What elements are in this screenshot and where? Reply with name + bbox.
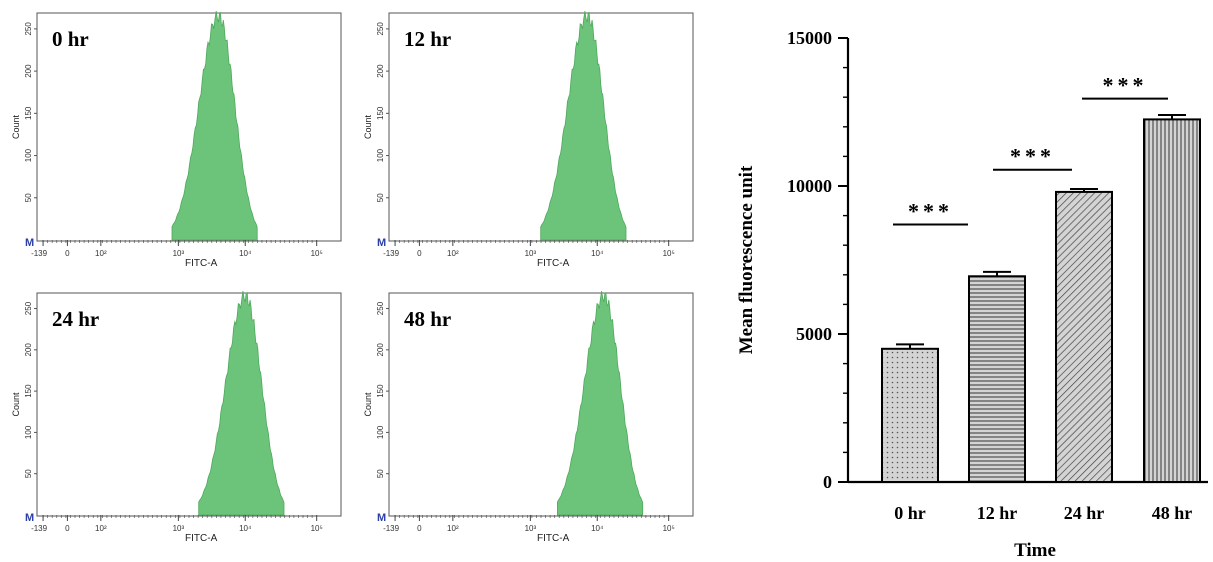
x-tick-label: 0 bbox=[65, 524, 70, 533]
bar-48-hr bbox=[1143, 118, 1201, 484]
x-tick-label: 10⁵ bbox=[663, 249, 675, 258]
y-tick-label: 100 bbox=[24, 425, 33, 439]
x-tick-label: 0 bbox=[417, 249, 422, 258]
histogram-h48: 48 hr Count 50 100 150 200 250 -139 0 10² 10³ 10⁴ 10… bbox=[363, 291, 694, 544]
y-tick-label: 200 bbox=[24, 343, 33, 357]
histogram-frame bbox=[388, 12, 694, 242]
x-tick-label: 48 hr bbox=[1152, 503, 1193, 523]
x-tick-label: 24 hr bbox=[1064, 503, 1105, 523]
y-tick-label: 200 bbox=[376, 343, 385, 357]
panel-label: 12 hr bbox=[404, 27, 451, 51]
bar-12-hr bbox=[968, 275, 1026, 483]
panel-label: 0 hr bbox=[52, 27, 89, 51]
y-tick-label: 50 bbox=[24, 469, 33, 478]
x-tick-label: 10² bbox=[447, 524, 459, 533]
x-axis-label: FITC-A bbox=[185, 533, 218, 544]
y-tick-label: 250 bbox=[376, 22, 385, 36]
y-axis-title: Mean fluorescence unit bbox=[736, 165, 757, 354]
significance-label: *** bbox=[1103, 73, 1148, 98]
histogram-frame bbox=[388, 292, 694, 517]
significance-label: *** bbox=[1010, 144, 1055, 169]
significance-label: *** bbox=[908, 198, 953, 223]
x-axis-label: FITC-A bbox=[537, 533, 570, 544]
y-tick-label: 100 bbox=[24, 148, 33, 162]
y-tick-label: 50 bbox=[24, 193, 33, 202]
x-tick-label: 0 hr bbox=[894, 503, 926, 523]
y-tick-label: 150 bbox=[24, 106, 33, 120]
y-axis-label: Count bbox=[363, 115, 373, 140]
x-axis-label: FITC-A bbox=[537, 258, 570, 269]
histogram-distribution bbox=[171, 10, 258, 241]
x-tick-label: 0 bbox=[65, 249, 70, 258]
histogram-distribution bbox=[540, 10, 627, 241]
y-tick-label: 150 bbox=[376, 106, 385, 120]
y-tick-label: 250 bbox=[376, 301, 385, 315]
x-tick-label: 10⁴ bbox=[591, 249, 604, 258]
y-tick-label: 200 bbox=[24, 64, 33, 78]
marker-label: M bbox=[377, 237, 386, 249]
x-tick-label: -139 bbox=[383, 524, 400, 533]
y-axis-label: Count bbox=[11, 115, 21, 140]
x-tick-label: 10⁴ bbox=[239, 249, 252, 258]
histogram-h0: 0 hr Count 50 100 150 200 250 -139 0 10² 10³ 10⁴ 10⁵… bbox=[11, 10, 342, 269]
panel-label: 24 hr bbox=[52, 307, 99, 331]
y-axis-label: Count bbox=[363, 392, 373, 417]
y-tick-label: 250 bbox=[24, 301, 33, 315]
x-tick-label: 10³ bbox=[525, 524, 537, 533]
y-tick-label: 50 bbox=[376, 193, 385, 202]
x-tick-label: -139 bbox=[31, 249, 48, 258]
y-tick-label: 100 bbox=[376, 425, 385, 439]
marker-label: M bbox=[25, 237, 34, 249]
histogram-distribution bbox=[557, 291, 644, 516]
y-tick-label: 200 bbox=[376, 64, 385, 78]
y-tick-label: 250 bbox=[24, 22, 33, 36]
y-tick-label: 10000 bbox=[787, 176, 832, 196]
x-tick-label: 10⁵ bbox=[311, 524, 323, 533]
x-tick-label: 10³ bbox=[173, 249, 185, 258]
x-tick-label: 10⁴ bbox=[239, 524, 252, 533]
y-tick-label: 100 bbox=[376, 148, 385, 162]
histogram-frame bbox=[36, 292, 342, 517]
x-tick-label: 12 hr bbox=[977, 503, 1018, 523]
x-tick-label: -139 bbox=[31, 524, 48, 533]
marker-label: M bbox=[25, 512, 34, 524]
x-tick-label: 10² bbox=[95, 524, 107, 533]
histogram-h24: 24 hr Count 50 100 150 200 250 -139 0 10² 10³ 10⁴ 10… bbox=[11, 291, 342, 544]
x-tick-label: 10³ bbox=[525, 249, 537, 258]
y-tick-label: 150 bbox=[24, 384, 33, 398]
histogram-panels: 0 hr Count 50 100 150 200 250 -139 0 10² 10³ 10⁴ 10⁵… bbox=[11, 10, 694, 544]
y-tick-label: 150 bbox=[376, 384, 385, 398]
x-axis-title: Time bbox=[1014, 540, 1056, 561]
y-tick-label: 15000 bbox=[787, 28, 832, 48]
panel-label: 48 hr bbox=[404, 307, 451, 331]
x-axis-label: FITC-A bbox=[185, 258, 218, 269]
marker-label: M bbox=[377, 512, 386, 524]
y-tick-label: 0 bbox=[823, 472, 832, 492]
x-tick-label: 10⁴ bbox=[591, 524, 604, 533]
x-tick-label: 10² bbox=[447, 249, 459, 258]
x-tick-label: 10³ bbox=[173, 524, 185, 533]
histogram-distribution bbox=[198, 291, 285, 516]
y-axis-label: Count bbox=[11, 392, 21, 417]
x-tick-label: 10² bbox=[95, 249, 107, 258]
x-tick-label: -139 bbox=[383, 249, 400, 258]
bar-24-hr bbox=[1055, 190, 1113, 483]
y-tick-label: 5000 bbox=[796, 324, 832, 344]
y-tick-label: 50 bbox=[376, 469, 385, 478]
histogram-h12: 12 hr Count 50 100 150 200 250 -139 0 10² 10³ 10⁴ 10… bbox=[363, 10, 694, 269]
x-tick-label: 10⁵ bbox=[311, 249, 323, 258]
x-tick-label: 0 bbox=[417, 524, 422, 533]
bar-0-hr bbox=[881, 347, 939, 483]
bar-chart: 0 5000 10000 15000 Mean fluorescence unit 0 h… bbox=[736, 28, 1208, 561]
x-tick-label: 10⁵ bbox=[663, 524, 675, 533]
